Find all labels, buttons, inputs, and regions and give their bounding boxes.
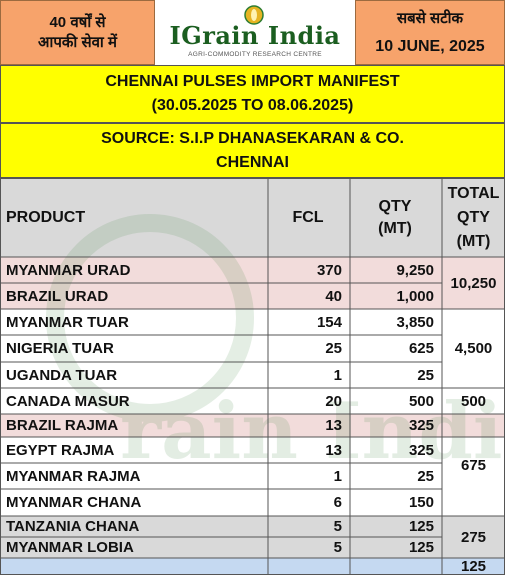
fcl-cell: 13 (325, 417, 342, 434)
logo-title: IGrain India (169, 21, 341, 50)
header-total-line3: (MT) (456, 232, 491, 250)
total-urad: 10,250 (450, 274, 497, 292)
fcl-cell: 1 (333, 467, 342, 485)
product-cell: NIGERIA TUAR (6, 340, 114, 357)
accuracy-tagline: सबसे सटीक (396, 9, 464, 27)
fcl-cell: 20 (325, 392, 342, 410)
product-cell: MYANMAR RAJMA (6, 467, 141, 485)
table-grid: rain India (0, 178, 505, 575)
header-fcl: FCL (292, 208, 324, 226)
source-band: SOURCE: S.I.P DHANASEKARAN & CO. CHENNAI (0, 123, 505, 178)
header-total-line1: TOTAL (447, 184, 500, 202)
qty-cell: 500 (408, 392, 434, 410)
tagline-line1: 40 वर्षों से (49, 13, 106, 31)
fcl-cell: 5 (333, 518, 342, 535)
product-cell: MYANMAR CHANA (6, 494, 142, 511)
qty-cell: 625 (408, 340, 434, 357)
header-qty-line1: QTY (378, 197, 412, 215)
product-cell: MYANMAR LOBIA (6, 539, 134, 556)
logo-subtitle: AGRI-COMMODITY RESEARCH CENTRE (188, 51, 322, 58)
fcl-cell: 6 (333, 494, 342, 511)
qty-cell: 125 (408, 518, 434, 535)
watermark: rain India (46, 214, 505, 477)
product-cell: TANZANIA CHANA (6, 518, 140, 535)
fcl-cell: 5 (333, 539, 342, 556)
product-cell: BRAZIL URAD (6, 287, 109, 305)
fcl-cell: 40 (325, 287, 342, 305)
qty-cell: 325 (408, 441, 434, 459)
total-tuar: 4,500 (454, 340, 493, 357)
qty-cell: 25 (417, 467, 434, 485)
header-product: PRODUCT (6, 208, 86, 226)
manifest-title: CHENNAI PULSES IMPORT MANIFEST (105, 73, 400, 90)
header-qty-line2: (MT) (378, 219, 412, 237)
qty-cell: 125 (408, 539, 434, 556)
product-cell: UGANDA TUAR (6, 366, 118, 384)
fcl-cell: 370 (316, 261, 342, 279)
igrain-logo: IGrain India AGRI-COMMODITY RESEARCH CEN… (155, 0, 355, 65)
qty-cell: 9,250 (396, 261, 434, 279)
qty-cell: 325 (408, 417, 434, 434)
fcl-cell: 1 (333, 366, 342, 384)
manifest-period: (30.05.2025 TO 08.06.2025) (151, 97, 354, 114)
product-cell: MYANMAR TUAR (6, 313, 129, 331)
qty-cell: 3,850 (396, 313, 434, 331)
header-total-line2: QTY (457, 208, 490, 226)
total-masur: 500 (460, 392, 487, 410)
fcl-cell: 25 (325, 340, 342, 357)
header-total: TOTAL QTY (MT) (442, 178, 505, 257)
svg-text:rain India: rain India (120, 386, 505, 477)
qty-cell: 150 (408, 494, 434, 511)
header-banner: 40 वर्षों से आपकी सेवा में IGrain India … (0, 0, 505, 65)
source-name: SOURCE: S.I.P DHANASEKARAN & CO. (101, 129, 404, 147)
qty-cell: 25 (417, 366, 434, 384)
product-cell: BRAZIL RAJMA (6, 417, 119, 434)
grain-seed-icon (244, 5, 264, 25)
tagline-line2: आपकी सेवा में (38, 33, 117, 51)
date-box: सबसे सटीक 10 JUNE, 2025 (355, 0, 505, 65)
qty-cell: 1,000 (396, 287, 434, 305)
import-table: rain India PRODUCT FCL QTY (MT) TOTAL QT… (0, 178, 505, 575)
total-rajma: 675 (460, 456, 487, 474)
source-city: CHENNAI (216, 153, 289, 171)
product-cell: CANADA MASUR (6, 392, 130, 410)
product-cell: MYANMAR URAD (6, 261, 131, 279)
header-qty: QTY (MT) (350, 178, 440, 257)
title-band: CHENNAI PULSES IMPORT MANIFEST (30.05.20… (0, 65, 505, 123)
total-chana: 275 (460, 528, 487, 546)
total-lobia: 125 (460, 558, 487, 575)
fcl-cell: 13 (325, 441, 342, 459)
report-date: 10 JUNE, 2025 (375, 37, 485, 55)
tagline-box: 40 वर्षों से आपकी सेवा में (0, 0, 155, 65)
fcl-cell: 154 (316, 313, 342, 331)
product-cell: EGYPT RAJMA (6, 441, 115, 459)
